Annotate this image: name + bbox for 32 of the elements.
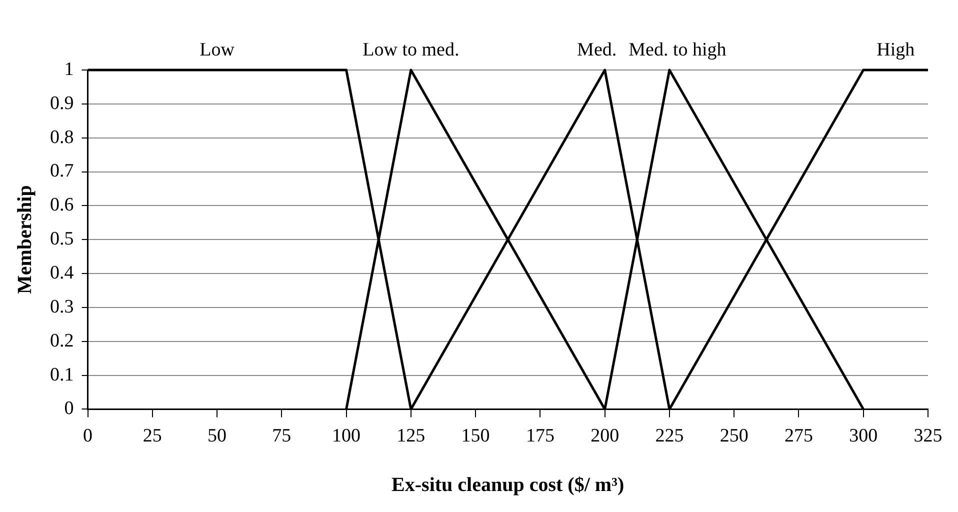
x-tick-label: 225 (655, 426, 684, 447)
x-tick-label: 75 (272, 426, 292, 447)
y-tick-label: 0.1 (50, 364, 74, 386)
x-tick-label: 25 (142, 426, 162, 447)
y-tick-label: 0.9 (50, 92, 74, 114)
series-label: Low (200, 39, 235, 60)
y-tick-label: 0.5 (50, 228, 74, 250)
series-label: Med. (577, 39, 617, 60)
series-label: Low to med. (362, 39, 460, 60)
y-tick-label: 0.7 (50, 160, 74, 182)
series-label: Med. to high (628, 39, 727, 60)
x-tick-label: 200 (590, 426, 620, 447)
y-tick-label: 0.8 (50, 126, 74, 148)
y-tick-label: 0.2 (50, 330, 74, 352)
y-tick-label: 0.4 (50, 262, 74, 284)
y-tick-label: 0.3 (50, 296, 74, 318)
y-tick-label: 0.6 (50, 194, 74, 216)
x-tick-label: 250 (720, 426, 748, 447)
x-tick-label: 175 (526, 426, 554, 447)
x-tick-label: 50 (208, 426, 227, 447)
x-tick-label: 0 (83, 426, 92, 447)
x-tick-label: 100 (332, 426, 361, 447)
x-tick-label: 325 (914, 426, 942, 447)
series-label: High (876, 39, 916, 60)
x-tick-label: 150 (461, 426, 490, 447)
x-tick-label: 275 (784, 426, 813, 447)
x-axis-title: Ex-situ cleanup cost ($/ m³) (392, 474, 624, 496)
x-tick-label: 300 (849, 426, 878, 447)
y-tick-label: 0 (64, 398, 74, 420)
x-tick-label: 125 (396, 426, 426, 447)
y-tick-label: 1 (64, 58, 74, 80)
y-axis-title: Membership (14, 185, 36, 294)
